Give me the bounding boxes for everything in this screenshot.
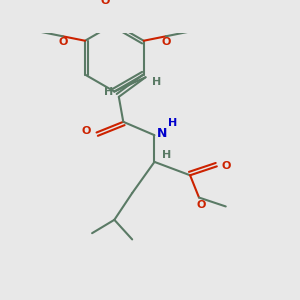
Text: O: O xyxy=(58,37,68,46)
Text: O: O xyxy=(196,200,206,210)
Text: O: O xyxy=(161,37,171,46)
Text: H: H xyxy=(152,77,161,87)
Text: N: N xyxy=(156,127,167,140)
Text: O: O xyxy=(81,126,91,136)
Text: H: H xyxy=(162,150,172,160)
Text: O: O xyxy=(101,0,110,6)
Text: H: H xyxy=(103,87,113,98)
Text: H: H xyxy=(168,118,177,128)
Text: O: O xyxy=(221,161,230,171)
